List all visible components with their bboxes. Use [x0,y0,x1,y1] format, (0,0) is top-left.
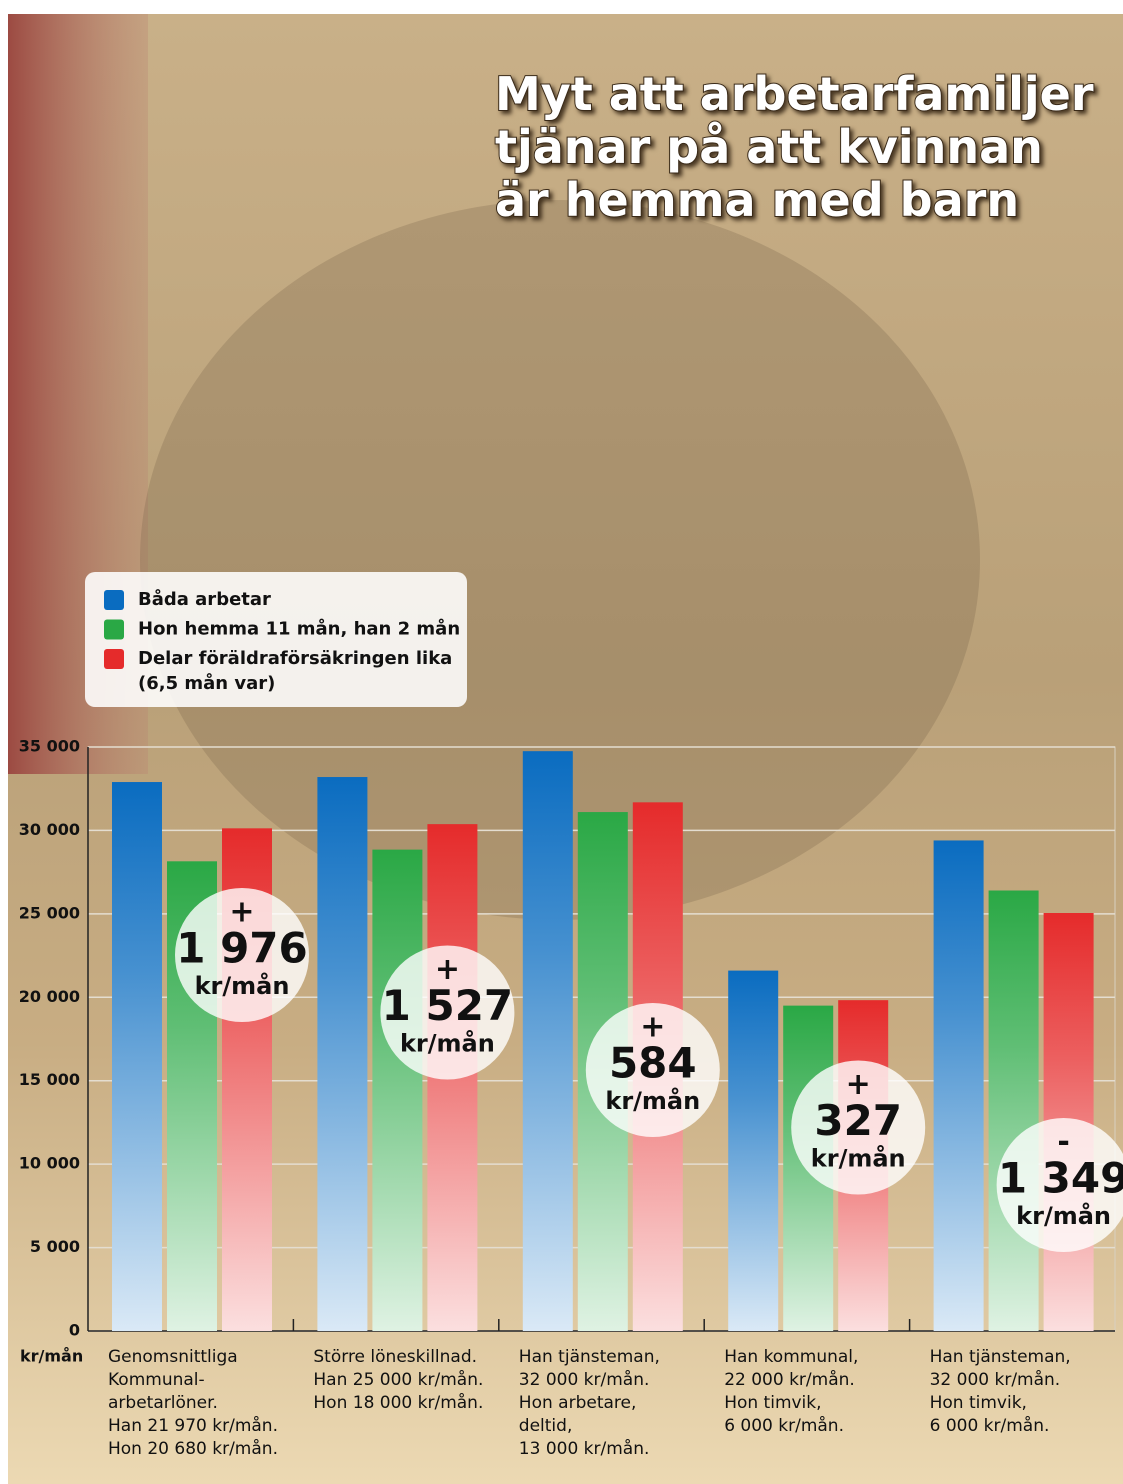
legend-swatch [104,590,124,610]
legend-swatch [104,620,124,640]
chart: Myt att arbetarfamiljer tjänar på att kv… [0,0,1123,1484]
x-tick-label: Han tjänsteman, [519,1347,660,1367]
legend-label: Båda arbetar [138,588,271,610]
x-tick-label: Han kommunal, [724,1347,858,1367]
bar [372,850,422,1331]
x-tick-label: Hon 20 680 kr/mån. [108,1438,278,1459]
x-tick-label: 22 000 kr/mån. [724,1369,855,1390]
x-tick-label: Hon 18 000 kr/mån. [313,1392,483,1413]
x-tick-label: arbetarlöner. [108,1393,218,1413]
y-tick-label: 0 [69,1321,80,1340]
y-tick-label: 10 000 [19,1154,80,1173]
y-tick-label: 25 000 [19,903,80,922]
legend-note: (6,5 mån var) [138,672,275,694]
y-tick-label: 15 000 [19,1070,80,1089]
x-tick-label: 32 000 kr/mån. [930,1369,1061,1390]
x-tick-label: Han tjänsteman, [930,1347,1071,1367]
x-tick-label: Han 25 000 kr/mån. [313,1369,483,1390]
bar [989,890,1039,1331]
bar [934,840,984,1331]
title-line: Myt att arbetarfamiljer [495,67,1094,121]
x-tick-label: 32 000 kr/mån. [519,1369,650,1390]
x-tick-label: Hon arbetare, [519,1393,637,1413]
bar [523,751,573,1331]
y-tick-label: 30 000 [19,820,80,839]
x-tick-label: Hon timvik, [724,1393,821,1413]
difference-unit: kr/mån [605,1086,700,1115]
legend-label: Delar föräldraförsäkringen lika [138,648,452,669]
x-tick-label: Han 21 970 kr/mån. [108,1415,278,1436]
difference-unit: kr/mån [195,971,290,1000]
difference-unit: kr/mån [1016,1201,1111,1230]
y-tick-label: 35 000 [19,737,80,756]
x-tick-label: Större löneskillnad. [313,1347,477,1367]
difference-amount: 1 349 [998,1154,1123,1203]
y-tick-label: 20 000 [19,987,80,1006]
bar [317,777,367,1331]
x-tick-label: 13 000 kr/mån. [519,1438,650,1459]
difference-amount: 327 [814,1096,902,1145]
difference-amount: 1 527 [382,981,514,1030]
difference-unit: kr/mån [811,1144,906,1173]
legend-swatch [104,649,124,669]
bar [728,971,778,1331]
x-tick-label: Kommunal- [108,1370,205,1390]
x-tick-label: Genomsnittliga [108,1347,238,1367]
x-tick-label: Hon timvik, [930,1393,1027,1413]
x-tick-label: 6 000 kr/mån. [724,1415,844,1436]
title-line: tjänar på att kvinnan [495,120,1043,174]
x-tick-label: deltid, [519,1416,573,1436]
difference-amount: 1 976 [176,924,308,973]
y-unit: kr/mån [20,1347,83,1366]
bar [112,782,162,1331]
y-tick-label: 5 000 [30,1237,80,1256]
difference-amount: 584 [609,1039,697,1088]
difference-unit: kr/mån [400,1029,495,1058]
x-tick-label: 6 000 kr/mån. [930,1415,1050,1436]
legend-label: Hon hemma 11 mån, han 2 mån [138,618,460,640]
title-line: är hemma med barn [495,173,1019,227]
